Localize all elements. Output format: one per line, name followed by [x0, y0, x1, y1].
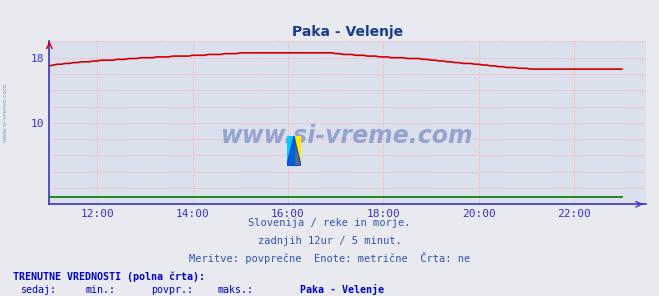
Text: povpr.:: povpr.:: [152, 285, 194, 295]
Text: Meritve: povprečne  Enote: metrične  Črta: ne: Meritve: povprečne Enote: metrične Črta:…: [189, 252, 470, 264]
Text: www.si-vreme.com: www.si-vreme.com: [3, 83, 8, 142]
Text: maks.:: maks.:: [217, 285, 254, 295]
Text: sedaj:: sedaj:: [20, 285, 56, 295]
Text: Paka - Velenje: Paka - Velenje: [300, 284, 384, 295]
Polygon shape: [287, 136, 301, 166]
Text: Slovenija / reke in morje.: Slovenija / reke in morje.: [248, 218, 411, 229]
Title: Paka - Velenje: Paka - Velenje: [292, 25, 403, 39]
Text: www.si-vreme.com: www.si-vreme.com: [221, 124, 474, 148]
Bar: [294, 136, 301, 166]
Text: TRENUTNE VREDNOSTI (polna črta):: TRENUTNE VREDNOSTI (polna črta):: [13, 271, 205, 282]
Text: min.:: min.:: [86, 285, 116, 295]
Bar: [287, 136, 294, 166]
Text: zadnjih 12ur / 5 minut.: zadnjih 12ur / 5 minut.: [258, 236, 401, 246]
